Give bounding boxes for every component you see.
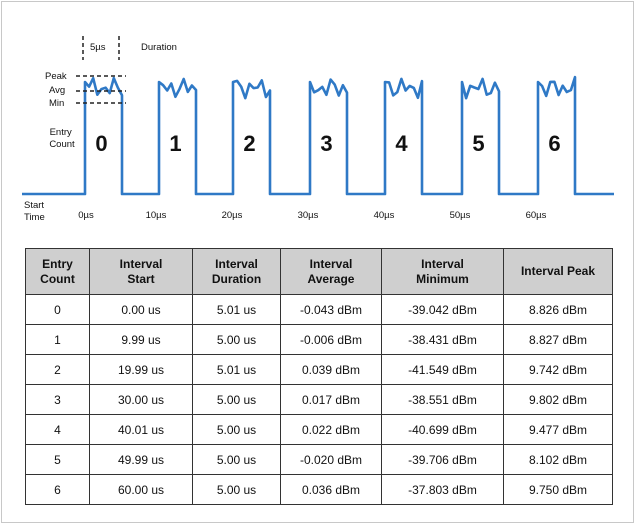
cell-interval-average: 0.017 dBm	[280, 384, 382, 415]
table-row: 1 9.99 us 5.00 us -0.006 dBm -38.431 dBm 8.82…	[25, 324, 613, 355]
cell-interval-average: -0.020 dBm	[280, 444, 382, 475]
pulse-number-5: 5	[472, 131, 484, 156]
header-interval-minimum: Interval Minimum	[381, 248, 504, 295]
cell-interval-peak: 8.102 dBm	[503, 444, 613, 475]
cell-entry-count: 6	[25, 474, 90, 505]
table-row: 2 19.99 us 5.01 us 0.039 dBm -41.549 dBm 9.74…	[25, 354, 613, 385]
time-tick-label: 30µs	[298, 210, 319, 221]
cell-entry-count: 5	[25, 444, 90, 475]
min-label: Min	[49, 98, 64, 109]
header-interval-average: Interval Average	[280, 248, 382, 295]
cell-interval-average: -0.043 dBm	[280, 294, 382, 325]
time-tick-label: 40µs	[374, 210, 395, 221]
table-row: 6 60.00 us 5.00 us 0.036 dBm -37.803 dBm 9.75…	[25, 474, 613, 505]
header-entry-count: Entry Count	[25, 248, 90, 295]
cell-entry-count: 4	[25, 414, 90, 445]
table-row: 5 49.99 us 5.00 us -0.020 dBm -39.706 dBm 8.1…	[25, 444, 613, 475]
pulse-number-3: 3	[320, 131, 332, 156]
cell-interval-peak: 9.750 dBm	[503, 474, 613, 505]
cell-interval-peak: 8.827 dBm	[503, 324, 613, 355]
table-row: 4 40.01 us 5.00 us 0.022 dBm -40.699 dBm 9.47…	[25, 414, 613, 445]
cell-interval-minimum: -40.699 dBm	[381, 414, 504, 445]
cell-interval-duration: 5.01 us	[192, 294, 281, 325]
cell-interval-start: 0.00 us	[89, 294, 193, 325]
table-header-row: Entry Count Interval Start Interval Duratio…	[25, 248, 613, 295]
cell-interval-start: 19.99 us	[89, 354, 193, 385]
pulse-waveform	[22, 75, 614, 196]
header-interval-start: Interval Start	[89, 248, 193, 295]
cell-interval-minimum: -39.042 dBm	[381, 294, 504, 325]
cell-interval-average: 0.036 dBm	[280, 474, 382, 505]
start-time-label: Start Time	[24, 200, 47, 223]
cell-interval-duration: 5.00 us	[192, 324, 281, 355]
pulse-number-0: 0	[95, 131, 107, 156]
cell-entry-count: 2	[25, 354, 90, 385]
cell-interval-start: 9.99 us	[89, 324, 193, 355]
pulse-number-1: 1	[169, 131, 181, 156]
entry-count-label: Entry Count	[49, 127, 75, 150]
cell-interval-duration: 5.00 us	[192, 414, 281, 445]
table-row: 0 0.00 us 5.01 us -0.043 dBm -39.042 dBm 8.82…	[25, 294, 613, 325]
avg-label: Avg	[49, 85, 65, 96]
cell-interval-duration: 5.00 us	[192, 444, 281, 475]
cell-interval-duration: 5.00 us	[192, 384, 281, 415]
table-row: 3 30.00 us 5.00 us 0.017 dBm -38.551 dBm 9.80…	[25, 384, 613, 415]
peak-label: Peak	[45, 71, 67, 82]
duration-label: Duration	[141, 42, 177, 53]
time-tick-label: 20µs	[222, 210, 243, 221]
cell-entry-count: 1	[25, 324, 90, 355]
cell-interval-start: 60.00 us	[89, 474, 193, 505]
time-tick-label: 0µs	[78, 210, 94, 221]
cell-interval-start: 40.01 us	[89, 414, 193, 445]
cell-interval-minimum: -37.803 dBm	[381, 474, 504, 505]
cell-interval-duration: 5.01 us	[192, 354, 281, 385]
cell-interval-average: 0.039 dBm	[280, 354, 382, 385]
pulse-number-4: 4	[395, 131, 408, 156]
time-tick-label: 60µs	[526, 210, 547, 221]
interval-table: Entry Count Interval Start Interval Duratio…	[25, 248, 613, 505]
cell-interval-peak: 9.802 dBm	[503, 384, 613, 415]
cell-interval-peak: 9.477 dBm	[503, 414, 613, 445]
cell-interval-minimum: -38.551 dBm	[381, 384, 504, 415]
cell-interval-duration: 5.00 us	[192, 474, 281, 505]
cell-entry-count: 0	[25, 294, 90, 325]
pulse-numbers: 0 1 2 3 4 5 6	[95, 131, 560, 156]
cell-interval-peak: 9.742 dBm	[503, 354, 613, 385]
cell-interval-minimum: -41.549 dBm	[381, 354, 504, 385]
cell-interval-start: 30.00 us	[89, 384, 193, 415]
pulse-number-6: 6	[548, 131, 560, 156]
header-interval-peak: Interval Peak	[503, 248, 613, 295]
time-ticks: 0µs 10µs 20µs 30µs 40µs 50µs 60µs	[78, 210, 546, 221]
time-tick-label: 10µs	[146, 210, 167, 221]
pulse-number-2: 2	[243, 131, 255, 156]
cell-interval-minimum: -38.431 dBm	[381, 324, 504, 355]
cell-interval-average: 0.022 dBm	[280, 414, 382, 445]
cell-entry-count: 3	[25, 384, 90, 415]
cell-interval-average: -0.006 dBm	[280, 324, 382, 355]
width-label: 5µs	[90, 42, 106, 53]
time-tick-label: 50µs	[450, 210, 471, 221]
cell-interval-peak: 8.826 dBm	[503, 294, 613, 325]
cell-interval-start: 49.99 us	[89, 444, 193, 475]
pulse-timing-diagram: 5µs Duration Peak Avg Min Entry Count 0 1…	[22, 36, 614, 223]
cell-interval-minimum: -39.706 dBm	[381, 444, 504, 475]
header-interval-duration: Interval Duration	[192, 248, 281, 295]
